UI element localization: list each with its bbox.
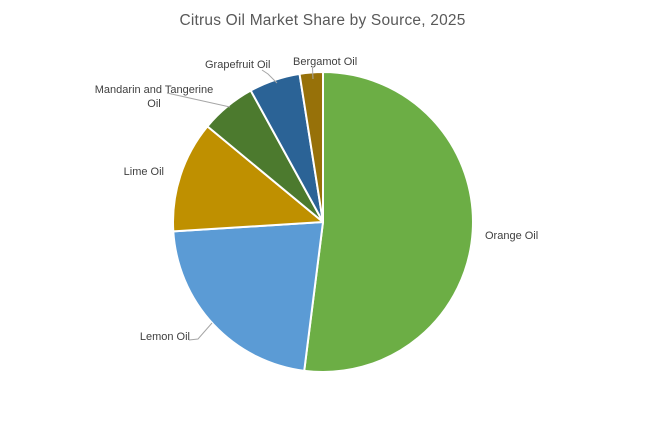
- pie-slice-bergamot-oil[interactable]: [298, 71, 324, 223]
- slice-label-lime-oil: Lime Oil: [123, 166, 164, 178]
- slice-label-lemon-oil: Lemon Oil: [139, 331, 190, 343]
- leader-line-grapefruit-oil: [261, 69, 278, 84]
- pie-slice-orange-oil[interactable]: [303, 71, 474, 373]
- leader-line-bergamot-oil: [312, 67, 314, 80]
- pie-slice-lemon-oil[interactable]: [172, 221, 324, 372]
- chart-title: Citrus Oil Market Share by Source, 2025: [179, 12, 466, 29]
- slice-label-bergamot-oil: Bergamot Oil: [293, 56, 358, 68]
- leader-line-mandarin-and-tangerine-oil: [166, 92, 231, 108]
- slice-label-mandarin-and-tangerine-oil: Mandarin and Tangerine Oil: [94, 84, 214, 110]
- slice-label-orange-oil: Orange Oil: [485, 230, 539, 242]
- slice-label-grapefruit-oil: Grapefruit Oil: [205, 59, 271, 71]
- pie-slice-lime-oil[interactable]: [172, 125, 324, 233]
- leader-line-lemon-oil: [188, 322, 213, 341]
